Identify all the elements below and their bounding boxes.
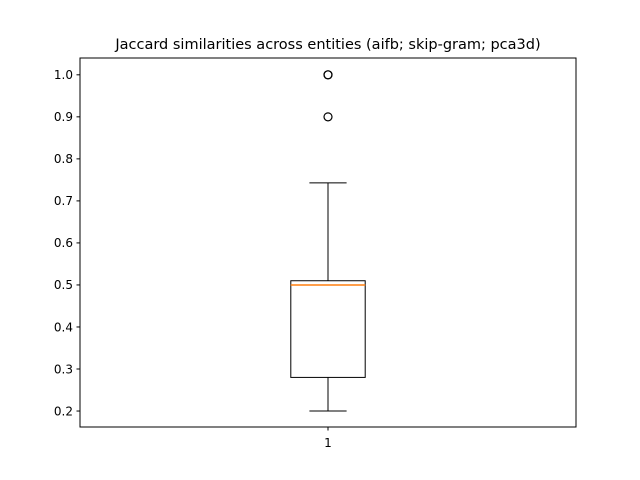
outlier-point bbox=[323, 70, 333, 80]
y-tick-label: 0.6 bbox=[54, 236, 73, 250]
iqr-box bbox=[290, 280, 366, 378]
y-tick-label: 0.2 bbox=[54, 404, 73, 418]
y-tick-label: 0.5 bbox=[54, 278, 73, 292]
y-axis: 0.2 0.3 0.4 0.5 0.6 0.7 0.8 0.9 1.0 bbox=[54, 68, 80, 418]
y-tick-label: 0.4 bbox=[54, 320, 73, 334]
y-tick-label: 0.3 bbox=[54, 362, 73, 376]
y-tick-label: 0.9 bbox=[54, 110, 73, 124]
chart-title: Jaccard similarities across entities (ai… bbox=[114, 37, 540, 53]
x-tick-label: 1 bbox=[324, 436, 332, 450]
outlier-point bbox=[323, 112, 333, 122]
y-tick-label: 1.0 bbox=[54, 68, 73, 82]
y-tick-label: 0.8 bbox=[54, 152, 73, 166]
box-group bbox=[290, 70, 366, 412]
x-axis: 1 bbox=[324, 427, 332, 450]
y-tick-label: 0.7 bbox=[54, 194, 73, 208]
